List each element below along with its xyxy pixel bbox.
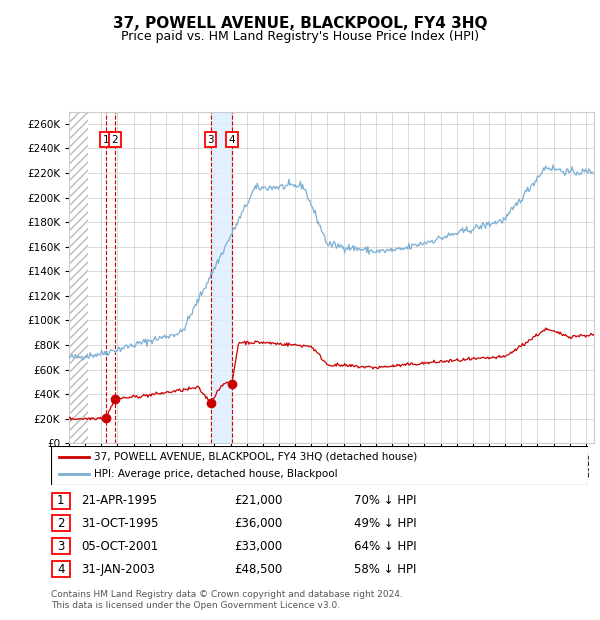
Text: £36,000: £36,000 <box>234 517 282 529</box>
Text: 05-OCT-2001: 05-OCT-2001 <box>81 540 158 552</box>
Text: 1: 1 <box>57 495 65 507</box>
Text: 37, POWELL AVENUE, BLACKPOOL, FY4 3HQ: 37, POWELL AVENUE, BLACKPOOL, FY4 3HQ <box>113 16 487 30</box>
Text: 4: 4 <box>229 135 235 145</box>
FancyBboxPatch shape <box>52 538 70 554</box>
Text: 37, POWELL AVENUE, BLACKPOOL, FY4 3HQ (detached house): 37, POWELL AVENUE, BLACKPOOL, FY4 3HQ (d… <box>94 452 417 462</box>
FancyBboxPatch shape <box>52 515 70 531</box>
Text: £21,000: £21,000 <box>234 495 283 507</box>
Text: 2: 2 <box>112 135 118 145</box>
Text: 2: 2 <box>57 517 65 529</box>
Text: 31-OCT-1995: 31-OCT-1995 <box>81 517 158 529</box>
Text: 64% ↓ HPI: 64% ↓ HPI <box>354 540 416 552</box>
Text: 49% ↓ HPI: 49% ↓ HPI <box>354 517 416 529</box>
Bar <box>211 112 232 443</box>
Text: 21-APR-1995: 21-APR-1995 <box>81 495 157 507</box>
Text: 3: 3 <box>57 540 65 552</box>
Text: 31-JAN-2003: 31-JAN-2003 <box>81 563 155 575</box>
Text: Contains HM Land Registry data © Crown copyright and database right 2024.
This d: Contains HM Land Registry data © Crown c… <box>51 590 403 609</box>
Text: 70% ↓ HPI: 70% ↓ HPI <box>354 495 416 507</box>
Text: 3: 3 <box>207 135 214 145</box>
Text: £48,500: £48,500 <box>234 563 282 575</box>
Text: Price paid vs. HM Land Registry's House Price Index (HPI): Price paid vs. HM Land Registry's House … <box>121 30 479 43</box>
Text: £33,000: £33,000 <box>234 540 282 552</box>
FancyBboxPatch shape <box>51 446 588 485</box>
Text: HPI: Average price, detached house, Blackpool: HPI: Average price, detached house, Blac… <box>94 469 338 479</box>
FancyBboxPatch shape <box>52 493 70 509</box>
Text: 4: 4 <box>57 563 65 575</box>
Text: 1: 1 <box>103 135 110 145</box>
FancyBboxPatch shape <box>52 561 70 577</box>
Text: 58% ↓ HPI: 58% ↓ HPI <box>354 563 416 575</box>
